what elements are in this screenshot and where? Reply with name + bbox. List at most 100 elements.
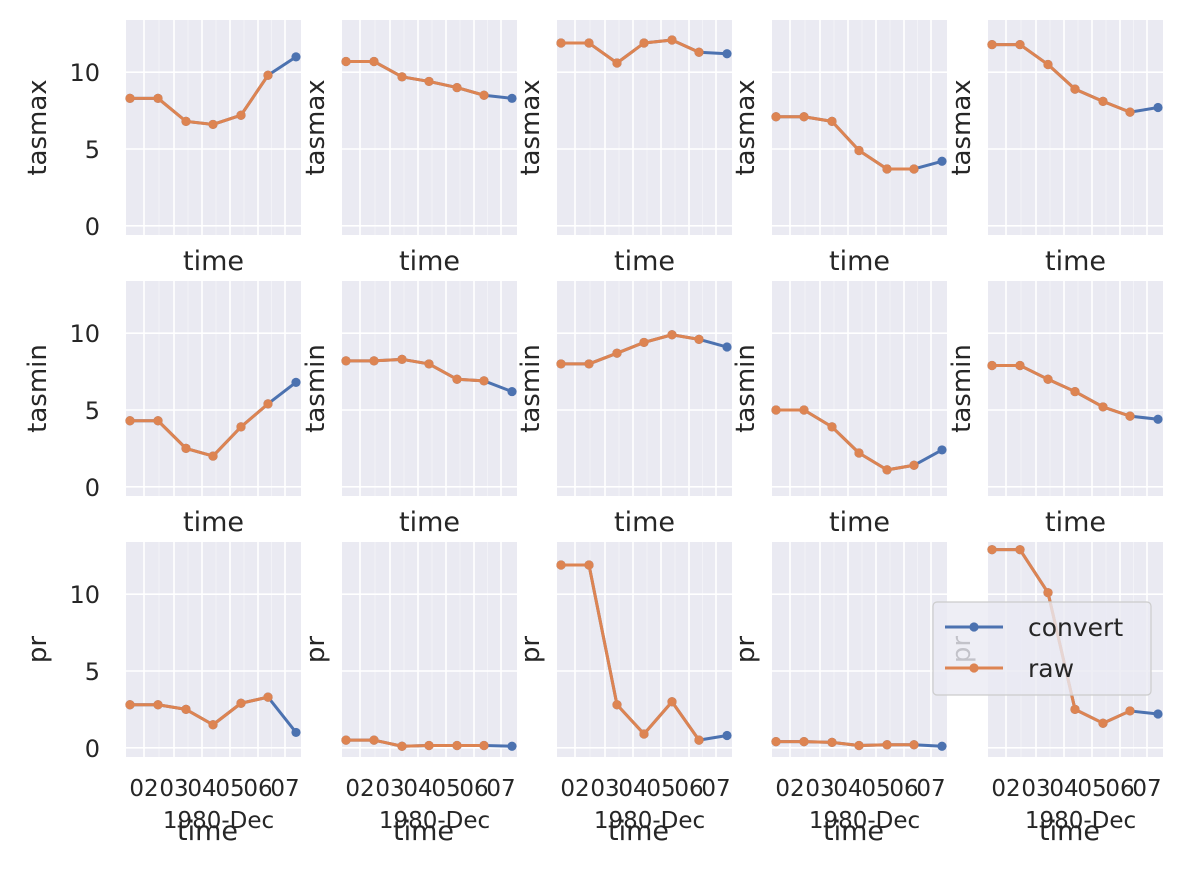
data-point-convert	[722, 342, 732, 352]
data-point-raw	[882, 465, 892, 475]
data-point-raw	[1070, 386, 1080, 397]
data-point-raw	[854, 145, 864, 156]
data-point-convert	[291, 727, 301, 738]
y-axis-label: tasmin	[731, 344, 761, 433]
plot-area	[342, 542, 517, 757]
x-tick-label: 02	[345, 776, 374, 802]
data-point-raw	[369, 356, 379, 366]
data-point-raw	[1070, 84, 1080, 94]
subplot-tasmax-1: 0 5 10 tasmax time	[23, 20, 301, 277]
data-point-raw	[397, 741, 407, 751]
data-point-convert	[291, 52, 301, 62]
data-point-raw	[452, 740, 462, 751]
data-point-raw	[1070, 704, 1080, 714]
x-tick-label: 04	[1049, 776, 1078, 802]
subplot-tasmin-4: tasmin time	[731, 281, 947, 538]
x-axis-label: time	[614, 246, 675, 277]
x-tick-label: 07	[701, 776, 730, 802]
x-tick-label: 07	[1132, 776, 1161, 802]
data-point-raw	[667, 697, 677, 707]
y-tick-label: 0	[85, 213, 100, 241]
data-point-raw	[667, 35, 677, 45]
data-point-raw	[639, 337, 649, 348]
y-tick-label: 0	[85, 735, 100, 763]
x-axis-label: time	[183, 507, 244, 538]
data-point-raw	[584, 560, 594, 570]
data-point-raw	[612, 348, 622, 358]
x-axis-label: time	[399, 507, 460, 538]
data-point-raw	[771, 405, 781, 415]
data-point-raw	[612, 58, 622, 68]
subplot-tasmax-4: tasmax time	[731, 20, 947, 277]
data-point-raw	[882, 740, 892, 750]
y-tick-label: 5	[85, 136, 100, 164]
data-point-raw	[236, 110, 246, 120]
data-point-convert	[722, 730, 732, 741]
y-axis-label: tasmax	[731, 79, 761, 175]
series-line-raw	[130, 695, 269, 727]
data-point-raw	[882, 164, 892, 174]
data-point-raw	[369, 735, 379, 745]
data-point-raw	[153, 93, 163, 103]
x-tick-label: 06	[243, 776, 272, 802]
data-point-convert	[937, 445, 947, 455]
subplot-tasmin-1: 0 5 10 tasmin time	[23, 281, 301, 538]
x-tick-label: 04	[403, 776, 432, 802]
subplot-grid: 0510tasmaxtimetasmaxtimetasmaxtimetasmax…	[23, 20, 1163, 847]
data-point-raw	[1125, 706, 1135, 716]
data-point-raw	[612, 700, 622, 710]
x-tick-label: 05	[646, 776, 675, 802]
data-point-convert	[291, 377, 301, 387]
data-point-convert	[1153, 102, 1163, 113]
plot-area	[772, 281, 947, 496]
data-point-raw	[369, 56, 379, 67]
legend-label-convert: convert	[1028, 613, 1123, 642]
data-point-convert	[937, 156, 947, 166]
data-point-raw	[341, 56, 351, 67]
data-point-raw	[125, 93, 135, 103]
x-tick-label: 07	[270, 776, 299, 802]
data-point-raw	[424, 359, 434, 369]
x-tick-label: 02	[560, 776, 589, 802]
data-point-raw	[987, 39, 997, 50]
plot-area	[772, 20, 947, 235]
series-line-raw	[992, 363, 1131, 418]
data-point-raw	[208, 451, 218, 461]
data-point-raw	[854, 448, 864, 458]
data-point-raw	[854, 740, 864, 751]
data-point-raw	[1015, 360, 1025, 371]
y-axis-label: tasmin	[947, 344, 977, 433]
x-tick-label: 05	[861, 776, 890, 802]
x-offset-label: 1980-Dec	[1025, 808, 1136, 834]
data-point-raw	[799, 112, 809, 122]
data-point-raw	[208, 720, 218, 730]
data-point-raw	[1043, 59, 1053, 70]
y-tick-label: 10	[69, 581, 100, 609]
x-tick-label: 03	[375, 776, 404, 802]
data-point-raw	[181, 443, 191, 453]
x-tick-label: 04	[187, 776, 216, 802]
x-tick-label: 06	[674, 776, 703, 802]
data-point-raw	[771, 112, 781, 122]
data-point-convert	[507, 93, 517, 103]
x-tick-label: 04	[618, 776, 647, 802]
data-point-raw	[1098, 402, 1108, 412]
legend: convert raw	[932, 601, 1152, 696]
data-point-raw	[236, 422, 246, 432]
data-point-raw	[1015, 39, 1025, 50]
data-point-raw	[1015, 545, 1025, 555]
subplot-tasmax-3: tasmax time	[516, 20, 732, 277]
data-point-raw	[397, 72, 407, 82]
data-point-convert	[722, 49, 732, 59]
data-point-raw	[479, 376, 489, 386]
data-point-raw	[397, 354, 407, 364]
data-point-convert	[1153, 414, 1163, 424]
data-point-raw	[827, 737, 837, 748]
x-axis-label: time	[829, 507, 890, 538]
x-axis-label: time	[614, 507, 675, 538]
x-tick-label: 03	[159, 776, 188, 802]
x-axis-label: time	[823, 816, 884, 847]
data-point-raw	[479, 740, 489, 751]
data-point-raw	[771, 737, 781, 747]
